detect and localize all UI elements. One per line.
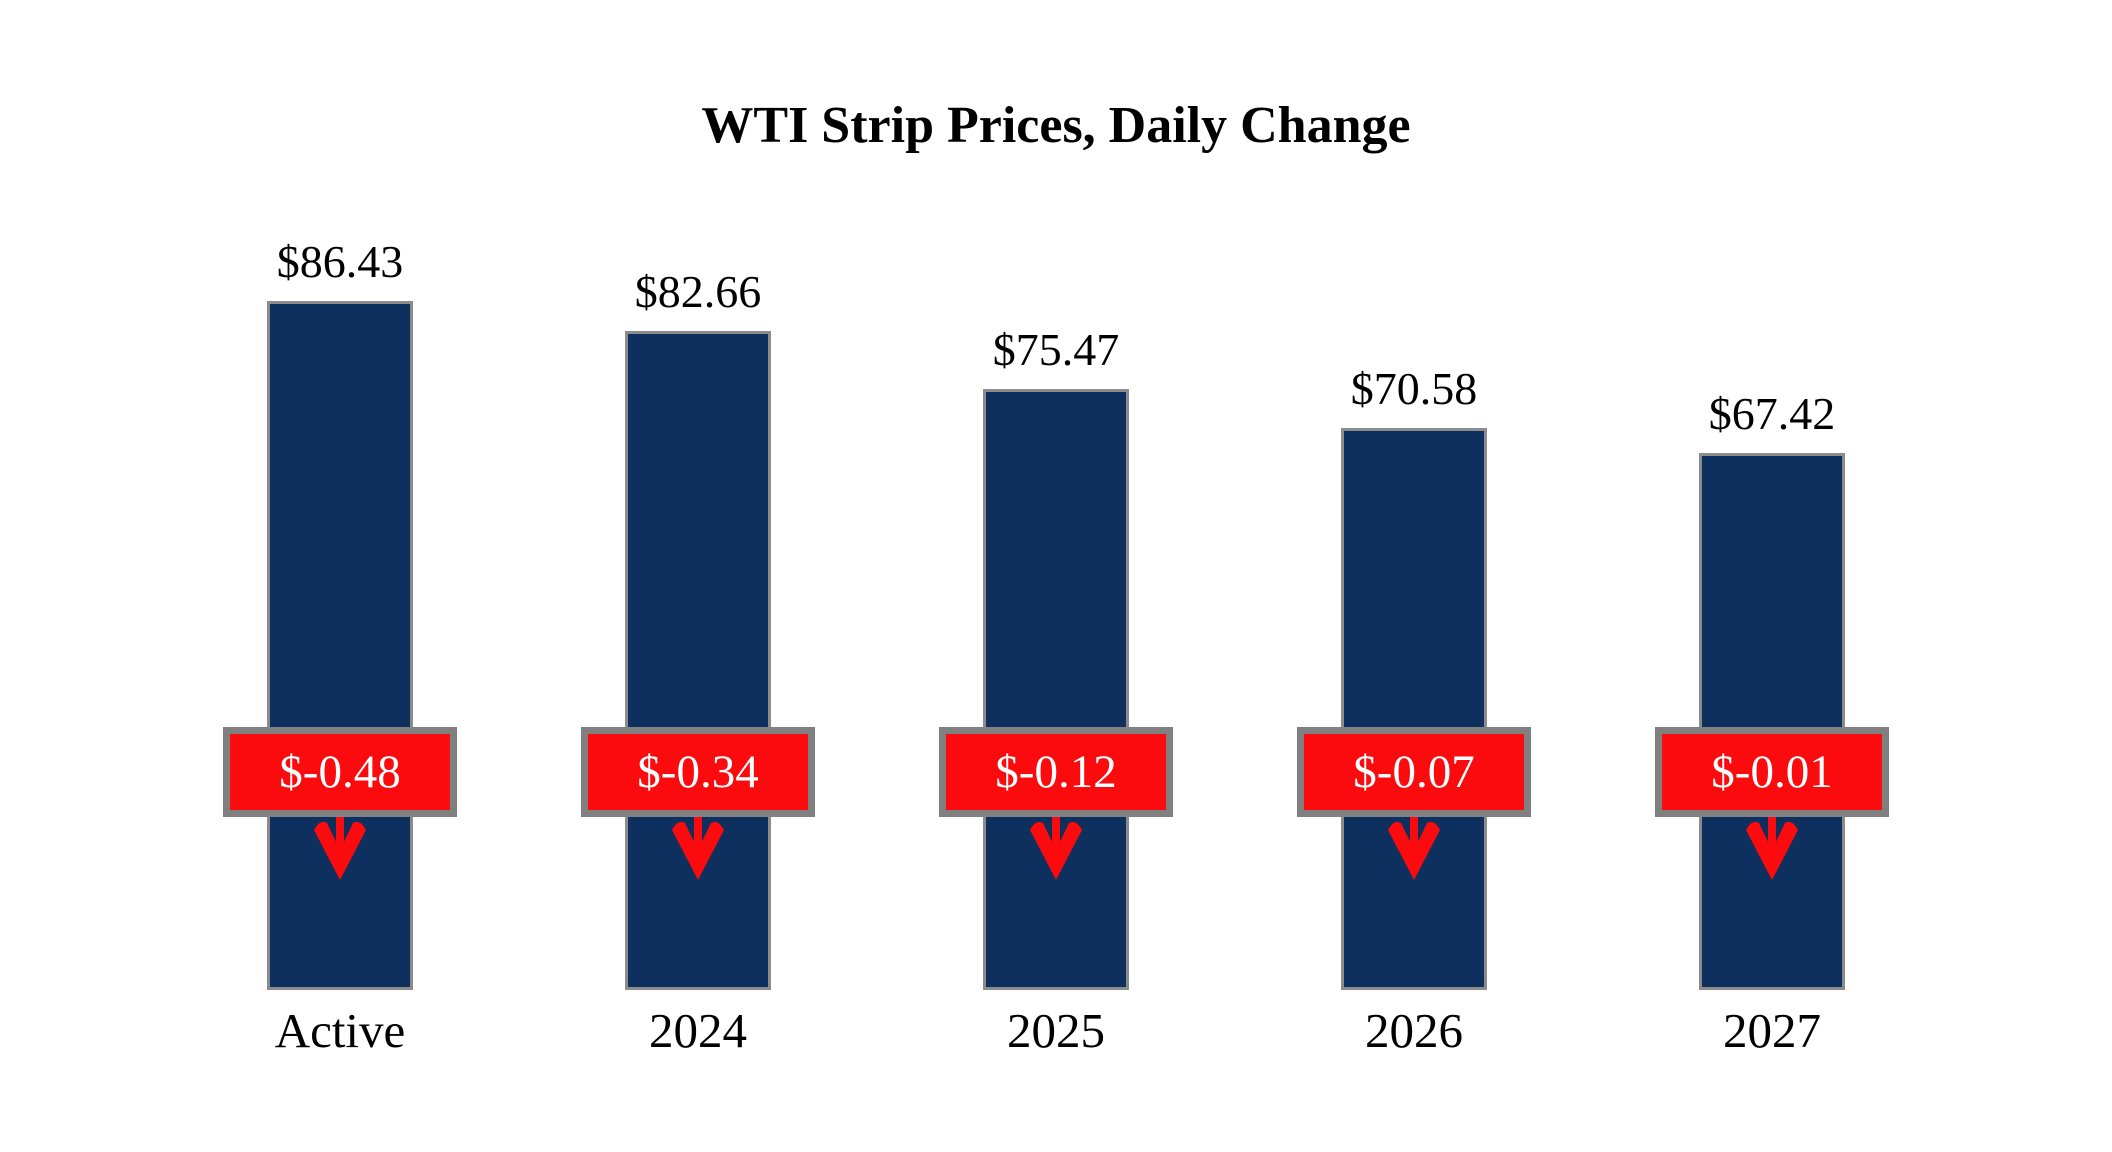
category-label: Active [274,1003,406,1058]
bar-value-label: $70.58 [1350,362,1478,414]
bar [625,331,771,990]
down-arrow-icon [668,814,728,882]
chart-title: WTI Strip Prices, Daily Change [701,97,1411,154]
bar-value-label: $86.43 [276,236,404,288]
daily-change-badge: $-0.48 [223,727,457,817]
daily-change-badge: $-0.01 [1655,727,1889,817]
category-label: 2025 [1007,1003,1105,1058]
down-arrow-icon [1742,814,1802,882]
down-arrow-icon [310,814,370,882]
bar-value-label: $75.47 [992,323,1120,375]
daily-change-badge: $-0.34 [581,727,815,817]
bar [1699,452,1845,990]
category-label: 2026 [1365,1003,1463,1058]
bar [1341,427,1487,990]
down-arrow-icon [1026,814,1086,882]
bar [983,388,1129,990]
bar [267,301,413,990]
bar-value-label: $82.66 [634,266,762,318]
down-arrow-icon [1384,814,1444,882]
daily-change-badge: $-0.07 [1297,727,1531,817]
bar-value-label: $67.42 [1708,387,1836,439]
category-label: 2024 [649,1003,747,1058]
daily-change-badge: $-0.12 [939,727,1173,817]
category-label: 2027 [1723,1003,1821,1058]
